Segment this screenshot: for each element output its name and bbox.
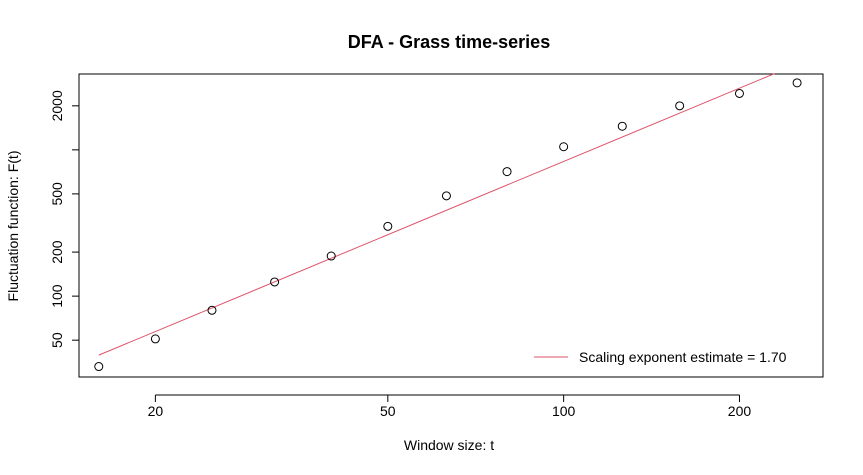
- data-point: [326, 251, 336, 261]
- y-axis-label: Fluctuation function: F(t): [5, 151, 21, 302]
- y-tick-label: 50: [49, 332, 65, 348]
- data-point: [617, 121, 627, 131]
- data-point: [441, 191, 451, 201]
- data-point: [270, 277, 280, 287]
- y-tick-label: 2000: [49, 90, 65, 121]
- plot-area-frame: [78, 73, 824, 378]
- x-axis: 20 50 100 200: [148, 394, 752, 419]
- y-tick-label: 200: [49, 240, 65, 264]
- data-point: [207, 305, 217, 315]
- y-tick-label: 100: [49, 284, 65, 308]
- x-tick-label: 20: [148, 403, 164, 419]
- y-axis: 50 100 200 500 2000: [49, 90, 80, 348]
- data-point: [383, 221, 393, 231]
- legend: Scaling exponent estimate = 1.70: [534, 349, 787, 365]
- data-point: [559, 142, 569, 152]
- data-point: [502, 167, 512, 177]
- data-points-series: [94, 78, 802, 372]
- x-axis-label: Window size: t: [404, 437, 494, 453]
- data-point: [150, 334, 160, 344]
- data-point: [94, 362, 104, 372]
- x-tick-label: 100: [552, 403, 576, 419]
- data-point: [675, 101, 685, 111]
- legend-entry-label: Scaling exponent estimate = 1.70: [579, 349, 787, 365]
- data-point: [792, 78, 802, 88]
- chart-title: DFA - Grass time-series: [348, 32, 550, 52]
- fit-line-series: [98, 72, 776, 356]
- x-tick-label: 200: [728, 403, 752, 419]
- scaling-fit-line: [98, 72, 776, 356]
- x-tick-label: 50: [380, 403, 396, 419]
- data-point: [734, 88, 744, 98]
- y-tick-label: 500: [49, 182, 65, 206]
